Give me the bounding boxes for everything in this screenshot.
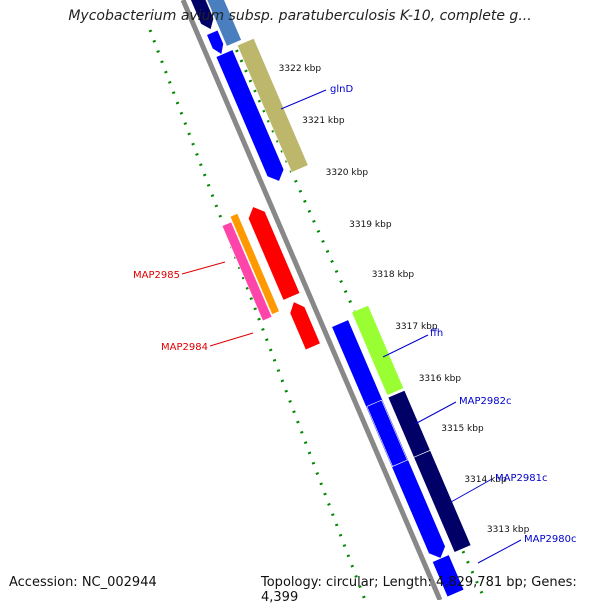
topology-label: Topology: circular; Length: 4,829,781 bp… [261,575,577,605]
cds-block [206,0,242,47]
map-title: Mycobacterium avium subsp. paratuberculo… [68,8,532,24]
gene-label: glnD [330,84,353,95]
cds-block [413,449,472,553]
scale-label: 3317 kbp [395,322,438,332]
cds-block [431,554,465,598]
cds-block [351,304,405,396]
gene-leader-line [477,539,522,564]
scale-label: 3319 kbp [349,220,392,230]
cds-block [236,37,309,173]
cds-block [190,0,215,30]
accession-label: Accession: NC_002944 [9,575,157,590]
gene-label: MAP2980c [524,534,576,545]
gene-leader-line [450,478,493,503]
backbone-line [180,0,443,600]
gene-label: MAP2982c [459,396,511,407]
scale-labels: 3322 kbp 3321 kbp 3320 kbp 3319 kbp 3318 kbp… [279,64,530,535]
scale-label: 3314 kbp [464,475,507,485]
scale-label: 3316 kbp [419,374,462,384]
cds-block [391,459,446,559]
cds-block-map2984 [289,301,321,351]
gene-leader-line [382,334,429,358]
cds-block [229,212,280,315]
scale-label: 3320 kbp [326,168,369,178]
cds-block [221,221,273,322]
gene-label: MAP2981c [495,473,547,484]
cds-block [215,49,285,182]
scale-label: 3322 kbp [279,64,322,74]
cds-block [206,29,224,55]
gene-leader-line [280,89,327,110]
scale-track-left [148,29,367,600]
scale-label: 3315 kbp [441,424,484,434]
cds-block-map2985 [247,206,301,301]
scale-label: 3321 kbp [302,116,345,126]
scale-label: 3313 kbp [487,525,530,535]
gene-leader-line [181,261,226,275]
gene-label: MAP2985 [133,270,180,281]
gene-leader-line [209,332,254,347]
gene-label: MAP2984 [161,342,208,353]
gene-label: ffh [430,328,443,339]
gene-leader-line [414,401,457,425]
scale-label: 3318 kbp [372,270,415,280]
